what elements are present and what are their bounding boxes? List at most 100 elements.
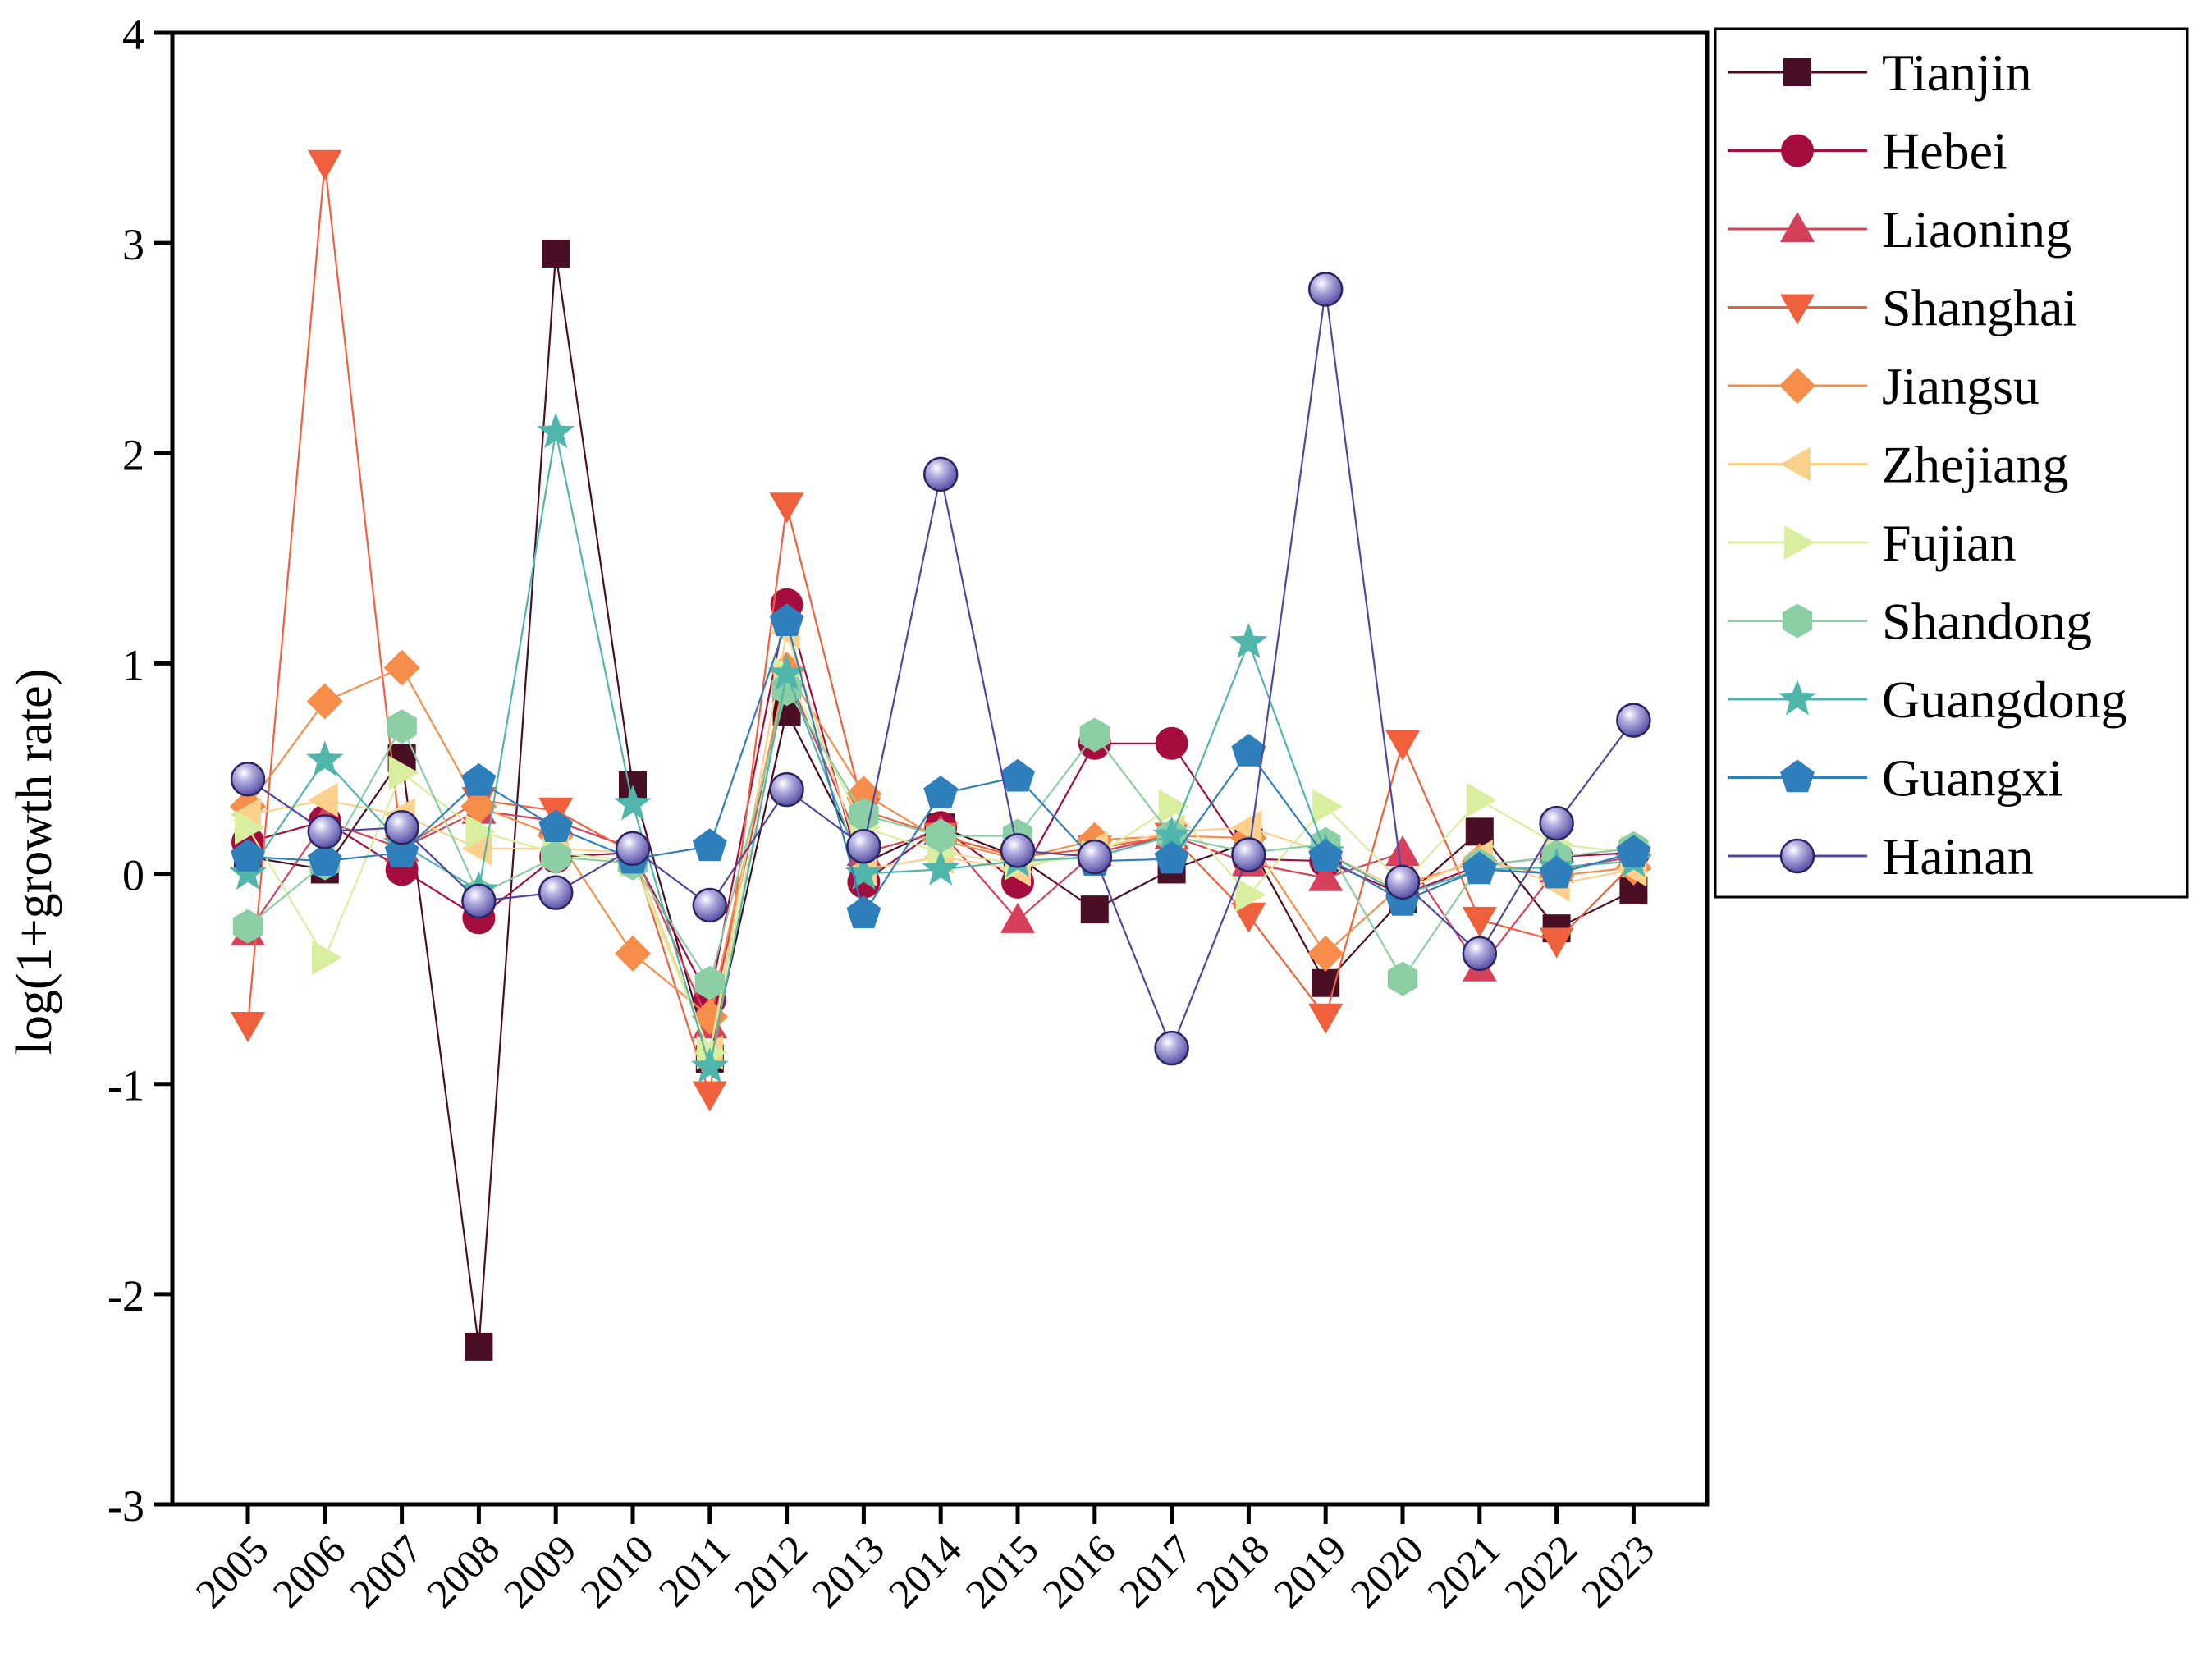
legend-label: Liaoning [1882, 200, 2072, 259]
data-point [229, 854, 267, 890]
x-tick-label: 2008 [418, 1526, 508, 1616]
data-point [231, 1012, 265, 1042]
data-point [1000, 758, 1035, 792]
y-tick-label: 3 [122, 220, 144, 269]
data-point [1385, 730, 1420, 761]
data-point [1462, 851, 1497, 885]
data-point [537, 412, 575, 449]
legend-label: Guangdong [1882, 671, 2127, 729]
x-tick-label: 2023 [1573, 1526, 1663, 1616]
legend-label: Fujian [1882, 514, 2017, 572]
legend-label: Hainan [1882, 827, 2034, 886]
data-point [1154, 1030, 1189, 1066]
y-tick-label: -3 [108, 1481, 144, 1531]
data-point [1077, 839, 1113, 875]
data-point [1465, 817, 1494, 846]
series-layer [229, 149, 1653, 1361]
legend-label: Shandong [1882, 593, 2092, 651]
x-tick-label: 2010 [571, 1526, 662, 1616]
data-point [769, 603, 804, 636]
legend-marker [1780, 446, 1811, 482]
y-tick-label: -2 [108, 1271, 144, 1321]
data-point [845, 854, 883, 890]
legend-marker [1779, 838, 1815, 874]
data-point [235, 810, 265, 845]
series-guangxi [231, 603, 1651, 928]
series-line [247, 289, 1635, 1051]
data-point [465, 1332, 493, 1361]
series-shandong [232, 671, 1649, 1000]
legend-item-shandong: Shandong [1728, 593, 2092, 651]
x-tick-label: 2012 [726, 1526, 816, 1616]
x-tick-label: 2011 [650, 1526, 739, 1615]
y-tick-label: 1 [122, 640, 144, 689]
data-point [307, 782, 338, 817]
data-point [1462, 936, 1498, 972]
data-point [1462, 906, 1497, 937]
x-tick-label: 2021 [1418, 1526, 1508, 1616]
data-point [230, 762, 266, 797]
x-tick-label: 2015 [956, 1526, 1046, 1616]
data-point [1152, 816, 1191, 852]
series-line [246, 163, 1635, 1095]
data-point [1155, 726, 1188, 760]
legend-item-jiangsu: Jiangsu [1728, 357, 2039, 415]
data-point [691, 1047, 729, 1083]
data-point [614, 785, 652, 821]
data-point [692, 1081, 727, 1112]
data-point [1307, 272, 1344, 307]
legend-marker [1783, 58, 1811, 86]
data-point [1231, 734, 1266, 767]
legend-marker [1781, 134, 1814, 167]
data-point [542, 239, 570, 268]
data-point [383, 649, 420, 686]
data-point [1231, 902, 1266, 933]
legend-item-guangdong: Guangdong [1728, 671, 2127, 729]
data-point [769, 771, 804, 808]
data-point [1079, 717, 1110, 753]
data-point [1539, 927, 1574, 959]
data-point [232, 909, 263, 944]
x-tick-label: 2019 [1265, 1526, 1355, 1616]
data-point [307, 814, 343, 849]
legend-marker [1784, 525, 1815, 560]
data-point [461, 883, 497, 919]
data-point [306, 740, 344, 776]
series-line [247, 432, 1634, 1068]
data-point [1385, 835, 1420, 866]
data-point [692, 887, 728, 923]
data-point [922, 456, 959, 492]
series-shanghai [231, 149, 1651, 1112]
data-point [1387, 961, 1418, 996]
x-tick-label: 2013 [803, 1526, 893, 1616]
data-point [307, 843, 342, 876]
data-point [1308, 839, 1344, 872]
data-point [384, 809, 419, 845]
data-point [538, 875, 574, 910]
x-axis: 2005200620072008200920102011201220132014… [186, 1504, 1663, 1616]
data-point [692, 828, 727, 862]
data-point [1154, 840, 1189, 874]
data-point [387, 709, 417, 744]
data-point [1308, 860, 1344, 891]
data-point [311, 941, 342, 975]
data-point [231, 839, 265, 872]
x-tick-label: 2018 [1188, 1526, 1278, 1616]
data-point [694, 965, 725, 1000]
x-tick-label: 2006 [263, 1526, 354, 1616]
legend-marker [1779, 680, 1816, 716]
legend-item-hebei: Hebei [1728, 122, 2007, 181]
legend-item-liaoning: Liaoning [1728, 200, 2072, 259]
x-tick-label: 2016 [1033, 1526, 1124, 1616]
series-guangdong [229, 412, 1653, 1083]
data-point [460, 788, 497, 825]
legend-label: Shanghai [1882, 279, 2077, 337]
legend-marker [1780, 759, 1815, 793]
data-point [1312, 789, 1344, 824]
data-point [615, 935, 651, 972]
data-point [1466, 782, 1497, 817]
legend: Tianjin Hebei Liaoning Shanghai Jiangsu Zheji… [1714, 27, 2189, 899]
legend-item-fujian: Fujian [1728, 514, 2017, 572]
